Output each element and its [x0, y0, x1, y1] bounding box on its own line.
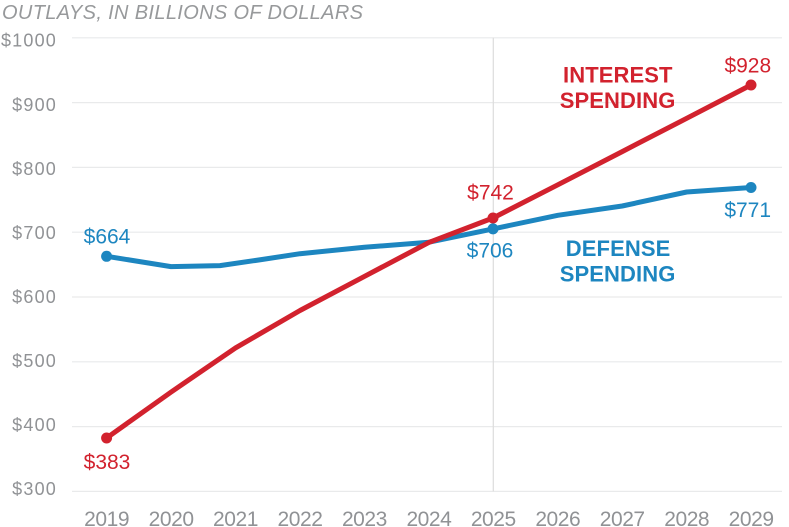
svg-text:$800: $800: [12, 159, 57, 179]
svg-text:2026: 2026: [535, 508, 580, 527]
svg-text:$771: $771: [724, 199, 771, 222]
svg-text:$1000: $1000: [1, 31, 57, 51]
svg-text:OUTLAYS, IN BILLIONS OF DOLLAR: OUTLAYS, IN BILLIONS OF DOLLARS: [2, 2, 364, 24]
svg-text:2025: 2025: [471, 508, 516, 527]
svg-text:2022: 2022: [278, 508, 323, 527]
svg-text:2021: 2021: [213, 508, 258, 527]
svg-text:$500: $500: [12, 351, 57, 371]
svg-text:$664: $664: [84, 226, 131, 249]
svg-text:$928: $928: [724, 55, 771, 78]
svg-text:2019: 2019: [84, 508, 129, 527]
svg-text:SPENDING: SPENDING: [560, 88, 676, 113]
svg-text:2029: 2029: [729, 508, 774, 527]
svg-text:2024: 2024: [406, 508, 452, 527]
svg-text:2023: 2023: [342, 508, 387, 527]
svg-text:$706: $706: [467, 240, 514, 263]
svg-text:$700: $700: [12, 223, 57, 243]
svg-text:2028: 2028: [664, 508, 709, 527]
svg-text:$383: $383: [84, 451, 131, 474]
svg-text:$742: $742: [467, 182, 514, 205]
svg-text:$400: $400: [12, 415, 57, 435]
svg-text:SPENDING: SPENDING: [560, 261, 676, 286]
svg-text:$900: $900: [12, 95, 57, 115]
svg-text:DEFENSE: DEFENSE: [566, 236, 671, 261]
svg-text:$600: $600: [12, 287, 57, 307]
svg-text:INTEREST: INTEREST: [563, 62, 673, 87]
svg-text:2027: 2027: [600, 508, 645, 527]
svg-text:$300: $300: [12, 479, 57, 499]
svg-text:2020: 2020: [149, 508, 194, 527]
